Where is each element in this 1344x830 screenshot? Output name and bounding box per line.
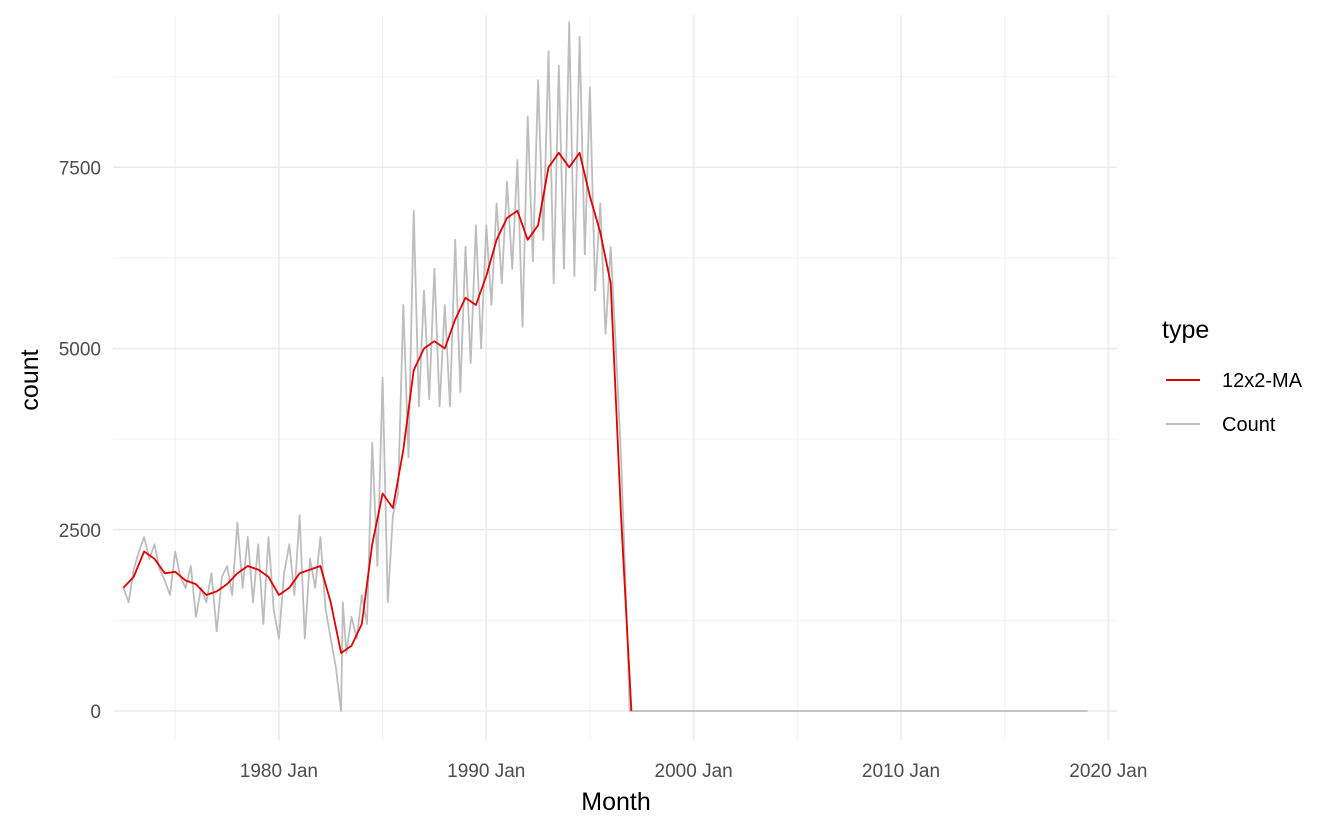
legend-label: Count <box>1222 414 1276 436</box>
x-axis-title: Month <box>581 788 650 816</box>
y-axis-title: count <box>16 349 44 410</box>
x-tick-label: 1990 Jan <box>447 761 525 782</box>
y-tick-label: 7500 <box>59 158 101 179</box>
y-axis-tick-labels: 0 2500 5000 7500 <box>59 158 101 723</box>
x-tick-label: 1980 Jan <box>240 761 318 782</box>
y-tick-label: 0 <box>90 702 101 723</box>
x-axis-tick-labels: 1980 Jan 1990 Jan 2000 Jan 2010 Jan 2020 Jan <box>240 761 1148 782</box>
legend-label: 12x2-MA <box>1222 370 1303 392</box>
x-tick-label: 2000 Jan <box>655 761 733 782</box>
y-tick-label: 5000 <box>59 340 101 361</box>
x-tick-label: 2010 Jan <box>862 761 940 782</box>
legend-title: type <box>1162 316 1209 344</box>
series-layer <box>122 21 1088 712</box>
series-line-count <box>122 21 1088 712</box>
x-tick-label: 2020 Jan <box>1069 761 1147 782</box>
y-tick-label: 2500 <box>59 521 101 542</box>
legend: type 12x2-MA Count <box>1162 316 1303 436</box>
series-line-12x2-ma <box>122 151 633 712</box>
